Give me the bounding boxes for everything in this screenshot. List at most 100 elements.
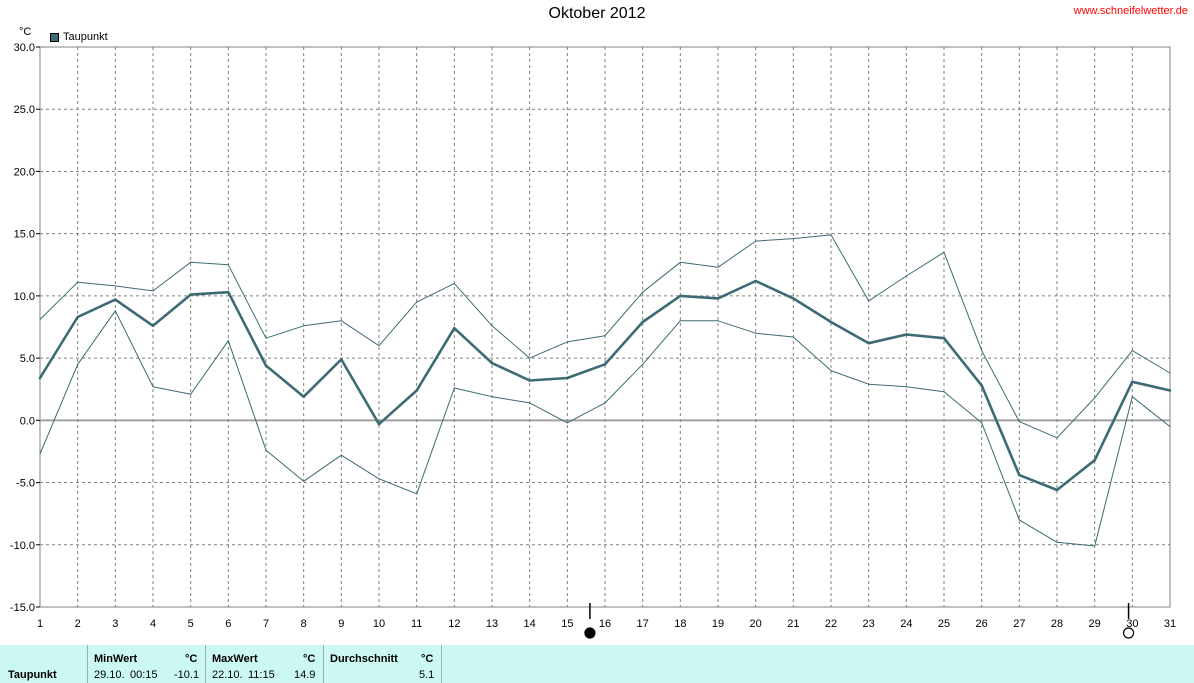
x-tick-label: 11 — [411, 618, 422, 630]
series-min-point — [755, 332, 757, 334]
x-tick-label: 1 — [37, 618, 43, 630]
series-mean-point — [528, 379, 531, 382]
series-min-point — [227, 340, 229, 342]
y-tick-label: 30.0 — [14, 42, 35, 54]
series-mean-point — [867, 341, 870, 345]
x-tick-label: 16 — [599, 618, 611, 630]
max-date: 22.10. — [212, 669, 243, 681]
series-max-point — [792, 238, 794, 240]
x-tick-label: 29 — [1089, 618, 1101, 630]
max-header: MaxWert — [212, 653, 258, 665]
series-max-point — [190, 261, 192, 263]
x-tick-label: 17 — [637, 618, 649, 630]
series-min-point — [453, 387, 455, 389]
x-tick-label: 4 — [150, 618, 156, 630]
x-tick-label: 24 — [900, 618, 912, 630]
legend: Taupunkt — [50, 31, 108, 43]
x-tick-label: 18 — [674, 618, 686, 630]
min-time: 00:15 — [130, 669, 158, 681]
series-max-point — [39, 318, 41, 321]
x-tick-label: 7 — [263, 618, 269, 630]
series-min-point — [491, 396, 493, 398]
max-value: 14.9 — [294, 669, 316, 681]
series-max-point — [981, 350, 983, 352]
series-min-point — [529, 402, 531, 404]
series-mean-point — [1131, 380, 1134, 384]
series-min-point — [905, 386, 907, 388]
series-max-point — [114, 285, 116, 287]
series-min-point — [152, 386, 154, 388]
x-tick-label: 22 — [825, 618, 837, 630]
stats-panel: Taupunkt MinWert °C 29.10. 00:15 -10.1 M… — [0, 645, 1194, 683]
series-mean-point — [114, 298, 117, 301]
series-min-point — [868, 383, 870, 385]
series-max-point — [1094, 397, 1096, 399]
x-tick-label: 26 — [976, 618, 988, 630]
series-min-point — [416, 493, 418, 495]
series-mean-point — [490, 361, 494, 365]
series-max-point — [830, 234, 832, 236]
series-mean-point — [377, 422, 381, 426]
series-mean-point — [1018, 473, 1021, 477]
moon-phases — [584, 603, 1135, 639]
series-min-point — [679, 320, 681, 322]
series-mean-point — [189, 293, 192, 296]
x-tick-label: 2 — [75, 618, 81, 630]
series-max-point — [77, 281, 79, 283]
x-tick-label: 21 — [787, 618, 799, 630]
series-mean-point — [1168, 389, 1172, 392]
series-max-point — [453, 282, 455, 285]
max-unit: °C — [303, 653, 316, 665]
x-tick-label: 12 — [448, 618, 460, 630]
series-max-point — [529, 357, 531, 359]
series-max-point — [416, 301, 418, 303]
stats-row-label: Taupunkt — [8, 669, 57, 681]
series-max-point — [943, 251, 945, 253]
x-tick-label: 9 — [338, 618, 344, 630]
series-min-point — [981, 422, 983, 424]
series-mean-point — [829, 320, 833, 324]
series-min-point — [303, 480, 305, 482]
series-mean-point — [151, 324, 155, 328]
x-tick-label: 19 — [712, 618, 724, 630]
series-mean-point — [1093, 458, 1096, 462]
y-tick-label: 25.0 — [14, 104, 35, 116]
new-moon-icon — [584, 627, 596, 639]
max-time: 11:15 — [248, 669, 275, 681]
series-mean-point — [679, 294, 682, 298]
x-tick-label: 23 — [863, 618, 875, 630]
series-max-point — [303, 325, 305, 327]
series-max-point — [227, 264, 229, 266]
y-tick-label: 0.0 — [20, 415, 35, 427]
series-mean-point — [302, 395, 305, 398]
x-tick-label: 5 — [188, 618, 194, 630]
series-min-point — [378, 478, 380, 480]
series-max-point — [679, 261, 681, 263]
series-mean-point — [980, 384, 983, 387]
x-tick-label: 28 — [1051, 618, 1063, 630]
chart-title: Oktober 2012 — [548, 5, 646, 22]
min-date: 29.10. — [94, 669, 125, 681]
x-tick-label: 8 — [301, 618, 307, 630]
series-max-point — [868, 300, 870, 302]
series-min-point — [1018, 519, 1020, 521]
series-mean-point — [641, 320, 644, 324]
x-tick-label: 3 — [112, 618, 118, 630]
series-max-point — [340, 320, 342, 322]
y-tick-label: -15.0 — [10, 602, 35, 614]
min-header: MinWert — [94, 653, 138, 665]
series-min-point — [114, 310, 116, 312]
series-mean-point — [754, 279, 757, 283]
site-link[interactable]: www.schneifelwetter.de — [1073, 5, 1188, 17]
series-min-point — [604, 402, 606, 404]
series-max-point — [604, 335, 606, 337]
series-mean-point — [716, 297, 720, 300]
avg-unit: °C — [421, 653, 434, 665]
series-min-point — [77, 363, 79, 365]
legend-swatch — [50, 32, 59, 42]
series-max-point — [905, 275, 907, 277]
series-min-point — [642, 363, 644, 365]
series-min-point — [830, 369, 832, 372]
series-lines — [38, 234, 1172, 547]
x-tick-label: 14 — [524, 618, 536, 630]
